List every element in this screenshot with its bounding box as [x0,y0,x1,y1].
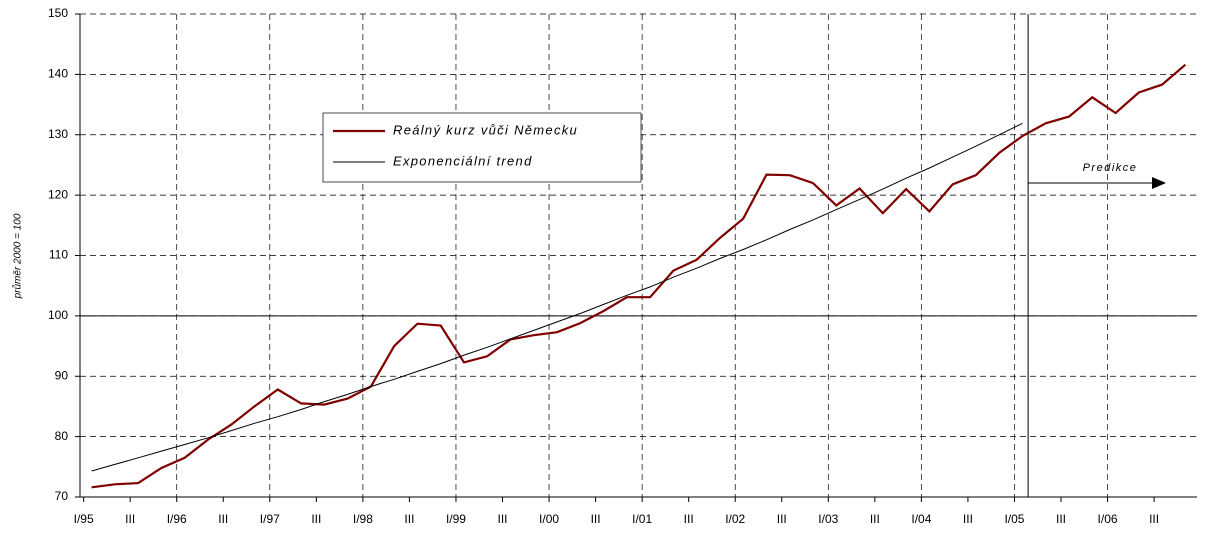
y-axis-label: průměr 2000 = 100 [12,213,24,299]
x-tick-label: III [1149,512,1159,526]
x-tick-label: I/01 [632,512,652,526]
y-tick-label: 100 [48,308,68,322]
x-tick-label: I/98 [353,512,373,526]
annotation: Predikce [1083,162,1138,174]
y-tick-label: 140 [48,67,68,81]
x-tick-label: I/03 [818,512,838,526]
x-tick-label: I/96 [167,512,187,526]
x-tick-label: III [963,512,973,526]
y-tick-label: 110 [49,248,68,262]
annotation-arrowhead [1152,177,1166,189]
x-tick-label: III [125,512,135,526]
x-tick-label: III [777,512,787,526]
y-tick-label: 150 [48,6,68,20]
x-tick-label: I/00 [539,512,559,526]
x-tick-label: III [591,512,601,526]
x-tick-label: III [870,512,880,526]
series-line [91,63,1187,489]
y-tick-label: 130 [48,127,68,141]
series-line [91,122,1023,472]
x-tick-label: III [311,512,321,526]
x-tick-label: III [404,512,414,526]
x-tick-label: I/97 [260,512,280,526]
x-tick-label: III [498,512,508,526]
legend-box [322,112,642,183]
legend-label: Exponenciální trend [393,153,533,168]
x-tick-label: I/04 [911,512,931,526]
legend-label: Reálný kurz vůči Německu [393,122,578,137]
x-tick-label: I/99 [446,512,466,526]
y-tick-label: 120 [48,187,68,201]
x-tick-label: I/02 [725,512,745,526]
y-tick-label: 90 [55,368,69,382]
x-tick-label: I/06 [1098,512,1118,526]
x-tick-label: III [218,512,228,526]
y-tick-label: 70 [55,489,69,503]
x-tick-label: III [1056,512,1066,526]
x-tick-label: III [684,512,694,526]
y-tick-label: 80 [55,429,69,443]
x-tick-label: I/95 [74,512,94,526]
x-tick-label: I/05 [1004,512,1024,526]
